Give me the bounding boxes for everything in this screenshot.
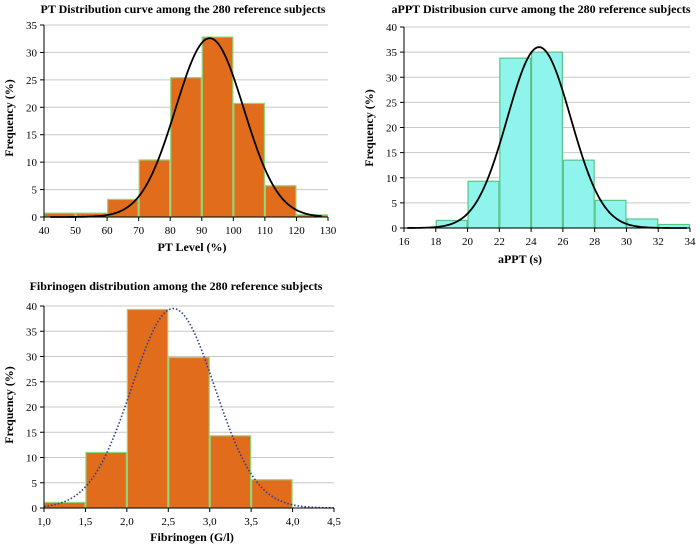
x-tick-label: 90: [196, 225, 208, 237]
chart-title: PT Distribution curve among the 280 refe…: [41, 2, 326, 16]
x-tick-label: 130: [320, 225, 337, 237]
histogram-bar: [233, 102, 265, 218]
y-tick-label: 35: [26, 326, 38, 338]
y-tick-label: 35: [386, 47, 398, 59]
x-tick-label: 110: [257, 225, 274, 237]
x-tick-label: 16: [399, 236, 411, 248]
histogram-bar: [264, 185, 297, 218]
y-tick-label: 10: [386, 173, 398, 185]
chart-appt: aPPT Distribusion curve among the 280 re…: [362, 2, 696, 266]
x-axis-label: aPPT (s): [498, 252, 542, 266]
y-tick-label: 10: [26, 157, 38, 169]
y-tick-label: 20: [26, 402, 38, 414]
histogram-bar: [594, 199, 627, 229]
x-tick-label: 34: [685, 236, 697, 248]
x-axis-label: Fibrinogen (G/l): [150, 530, 234, 544]
y-tick-label: 35: [26, 20, 38, 32]
histogram-bar: [499, 57, 532, 229]
chart-title: Fibrinogen distribution among the 280 re…: [30, 279, 323, 293]
x-tick-label: 18: [430, 236, 442, 248]
x-tick-label: 4,5: [327, 516, 341, 528]
y-tick-label: 25: [26, 75, 38, 87]
x-tick-label: 26: [557, 236, 569, 248]
x-tick-label: 120: [288, 225, 305, 237]
x-tick-label: 20: [462, 236, 474, 248]
y-tick-label: 30: [386, 72, 398, 84]
y-axis-label: Frequency (%): [2, 366, 16, 443]
x-tick-label: 2,5: [161, 516, 175, 528]
x-tick-label: 1,0: [37, 516, 51, 528]
y-tick-label: 15: [26, 130, 38, 142]
chart-pt: PT Distribution curve among the 280 refe…: [2, 2, 337, 254]
y-tick-label: 30: [26, 352, 38, 364]
axes: [40, 24, 329, 221]
x-ticks: 1,0 1,5 2,0 2,5 3,0 3,5 4,0 4,5: [37, 516, 341, 528]
y-tick-label: 40: [26, 301, 38, 313]
x-tick-label: 22: [494, 236, 505, 248]
normal-curve: [407, 46, 687, 229]
x-tick-label: 2,0: [120, 516, 134, 528]
histogram-bar: [170, 77, 202, 218]
y-tick-label: 20: [26, 102, 38, 114]
histogram-bar: [209, 435, 252, 509]
histogram-bar: [168, 356, 210, 509]
x-tick-label: 1,5: [79, 516, 93, 528]
axes: [400, 26, 691, 232]
y-tick-label: 25: [386, 97, 398, 109]
y-tick-label: 15: [386, 148, 398, 160]
y-tick-label: 0: [392, 223, 398, 235]
y-ticks: 0 5 10 15 20 25 30 35: [26, 20, 38, 224]
y-tick-label: 15: [26, 427, 38, 439]
x-tick-label: 24: [526, 236, 538, 248]
y-ticks: 0 5 10 15 20 25 30 35 40: [26, 301, 38, 515]
histogram-bar: [85, 451, 127, 509]
x-ticks: 16 18 20 22 24 26 28 30 32 34: [399, 236, 697, 248]
x-tick-label: 70: [133, 225, 145, 237]
x-tick-label: 30: [621, 236, 633, 248]
bars: [43, 308, 293, 509]
y-tick-label: 40: [386, 22, 398, 34]
x-ticks: 40 50 60 70 80 90 100 110 120 130: [39, 225, 337, 237]
histogram-bar: [562, 159, 595, 229]
histogram-bar: [126, 308, 169, 509]
x-tick-label: 60: [102, 225, 114, 237]
y-tick-label: 5: [32, 185, 38, 197]
x-tick-label: 3,0: [203, 516, 217, 528]
x-tick-label: 3,5: [244, 516, 258, 528]
axes: [40, 305, 335, 512]
y-tick-label: 0: [32, 503, 38, 515]
chart-fibrinogen: Fibrinogen distribution among the 280 re…: [2, 279, 341, 544]
y-tick-label: 5: [32, 478, 38, 490]
y-tick-label: 25: [26, 377, 38, 389]
chart-title: aPPT Distribusion curve among the 280 re…: [392, 2, 691, 16]
x-tick-label: 100: [225, 225, 242, 237]
histogram-bar: [251, 479, 293, 509]
y-tick-label: 10: [26, 453, 38, 465]
x-tick-label: 4,0: [286, 516, 300, 528]
x-tick-label: 50: [70, 225, 82, 237]
y-tick-label: 30: [26, 47, 38, 59]
x-tick-label: 28: [589, 236, 601, 248]
bars: [435, 51, 691, 229]
x-tick-label: 32: [653, 236, 664, 248]
histogram-bar: [531, 51, 563, 229]
y-axis-label: Frequency (%): [362, 89, 376, 166]
x-tick-label: 80: [165, 225, 177, 237]
histogram-bar: [43, 501, 86, 509]
y-ticks: 0 5 10 15 20 25 30 35 40: [386, 22, 398, 235]
x-axis-label: PT Level (%): [157, 240, 226, 254]
x-tick-label: 40: [39, 225, 51, 237]
normal-curve: [50, 37, 322, 218]
y-tick-label: 0: [32, 212, 38, 224]
y-axis-label: Frequency (%): [2, 79, 16, 156]
y-tick-label: 5: [392, 198, 398, 210]
y-tick-label: 20: [386, 123, 398, 135]
